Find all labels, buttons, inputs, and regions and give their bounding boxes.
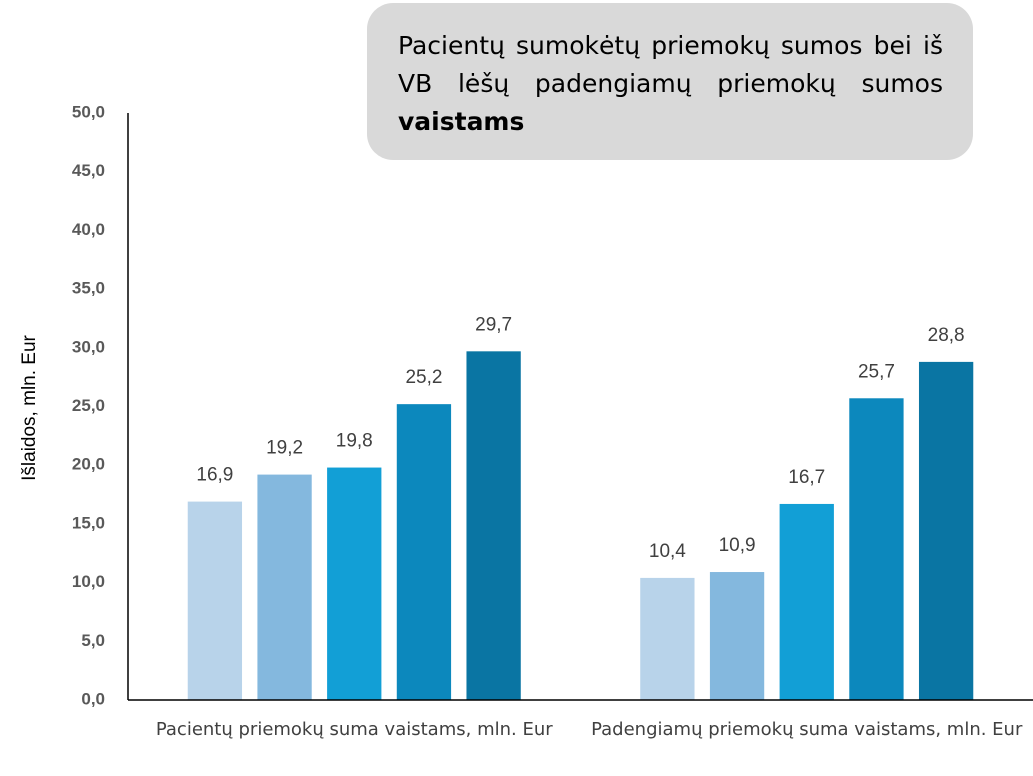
y-tick-label: 15,0 bbox=[72, 513, 105, 532]
data-label: 19,2 bbox=[266, 438, 303, 459]
y-tick-label: 35,0 bbox=[72, 279, 105, 298]
y-tick-label: 20,0 bbox=[72, 455, 105, 474]
title-text: Pacientų sumokėtų priemokų sumos bei iš … bbox=[398, 31, 943, 98]
data-label: 19,8 bbox=[336, 431, 373, 452]
y-tick-label: 25,0 bbox=[72, 396, 105, 415]
y-axis-label: Išlaidos, mln. Eur bbox=[19, 334, 40, 480]
title-area: Pacientų sumokėtų priemokų sumos bei iš … bbox=[398, 27, 943, 141]
bar bbox=[918, 361, 974, 700]
bar bbox=[187, 501, 243, 700]
y-tick-label: 10,0 bbox=[72, 572, 105, 591]
x-tick-area: Padengiamų priemokų suma vaistams, mln. … bbox=[591, 719, 1023, 740]
y-tick-label: 45,0 bbox=[72, 161, 105, 180]
data-label: 10,4 bbox=[649, 541, 686, 562]
x-tick-label: Padengiamų priemokų suma vaistams, mln. … bbox=[591, 719, 1023, 740]
chart-title: Pacientų sumokėtų priemokų sumos bei iš … bbox=[398, 27, 943, 141]
y-tick-label: 5,0 bbox=[81, 631, 105, 650]
bar bbox=[327, 467, 382, 700]
data-label: 10,9 bbox=[719, 535, 756, 556]
x-tick-label: Pacientų priemokų suma vaistams, mln. Eu… bbox=[155, 719, 553, 740]
y-tick-label: 0,0 bbox=[81, 689, 105, 708]
data-label: 25,7 bbox=[858, 361, 895, 382]
y-tick-label: 30,0 bbox=[72, 337, 105, 356]
bar bbox=[779, 503, 834, 700]
data-label: 16,9 bbox=[196, 465, 233, 486]
y-tick-label: 50,0 bbox=[72, 102, 105, 121]
x-tick-area: Pacientų priemokų suma vaistams, mln. Eu… bbox=[155, 719, 553, 740]
data-label: 28,8 bbox=[928, 325, 965, 346]
data-label: 25,2 bbox=[405, 367, 442, 388]
bar bbox=[709, 572, 765, 700]
bar bbox=[640, 577, 695, 700]
title-emphasis: vaistams bbox=[398, 107, 525, 136]
data-label: 16,7 bbox=[788, 467, 825, 488]
y-tick-label: 40,0 bbox=[72, 220, 105, 239]
bar bbox=[257, 474, 312, 700]
bar bbox=[849, 398, 904, 700]
bar bbox=[396, 404, 452, 700]
bar bbox=[466, 351, 521, 700]
title-box bbox=[367, 3, 973, 160]
data-label: 29,7 bbox=[475, 314, 512, 335]
